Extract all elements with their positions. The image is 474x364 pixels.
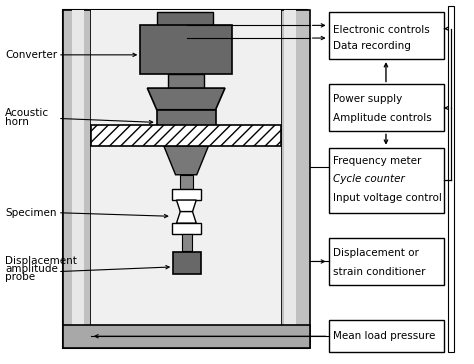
Polygon shape xyxy=(176,211,196,223)
Bar xyxy=(173,253,201,274)
Polygon shape xyxy=(147,88,225,110)
Polygon shape xyxy=(157,110,216,141)
Text: Data recording: Data recording xyxy=(333,41,411,51)
Bar xyxy=(91,11,282,325)
Text: amplitude: amplitude xyxy=(5,264,58,274)
Bar xyxy=(328,84,444,131)
Text: Cycle counter: Cycle counter xyxy=(333,174,405,184)
Bar xyxy=(282,11,310,348)
Bar xyxy=(91,125,282,146)
Text: horn: horn xyxy=(5,118,29,127)
Bar xyxy=(172,223,201,234)
Text: Power supply: Power supply xyxy=(333,95,402,104)
Bar xyxy=(63,325,310,348)
Text: Displacement or: Displacement or xyxy=(333,248,419,258)
Text: Mean load pressure: Mean load pressure xyxy=(333,331,436,341)
Bar xyxy=(72,11,84,348)
Bar xyxy=(157,12,213,34)
Text: Amplitude controls: Amplitude controls xyxy=(333,113,432,123)
Text: Converter: Converter xyxy=(5,50,57,60)
Bar xyxy=(447,6,454,352)
Text: probe: probe xyxy=(5,272,35,282)
Bar xyxy=(328,320,444,352)
Bar xyxy=(172,189,201,200)
Bar xyxy=(180,175,193,189)
Bar xyxy=(182,234,191,251)
Text: Specimen: Specimen xyxy=(5,208,57,218)
Text: Input voltage control: Input voltage control xyxy=(333,193,442,203)
Bar xyxy=(328,148,444,213)
Text: Displacement: Displacement xyxy=(5,257,77,266)
Bar xyxy=(168,74,204,88)
Bar xyxy=(328,238,444,285)
Polygon shape xyxy=(164,146,209,175)
Bar xyxy=(63,11,91,348)
Text: strain conditioner: strain conditioner xyxy=(333,267,426,277)
Bar xyxy=(63,11,307,348)
Text: Frequency meter: Frequency meter xyxy=(333,156,421,166)
Text: Electronic controls: Electronic controls xyxy=(333,25,430,35)
Polygon shape xyxy=(176,200,196,211)
Text: Acoustic: Acoustic xyxy=(5,108,49,118)
Bar xyxy=(328,12,444,59)
Bar xyxy=(140,25,232,74)
Bar xyxy=(284,11,296,348)
